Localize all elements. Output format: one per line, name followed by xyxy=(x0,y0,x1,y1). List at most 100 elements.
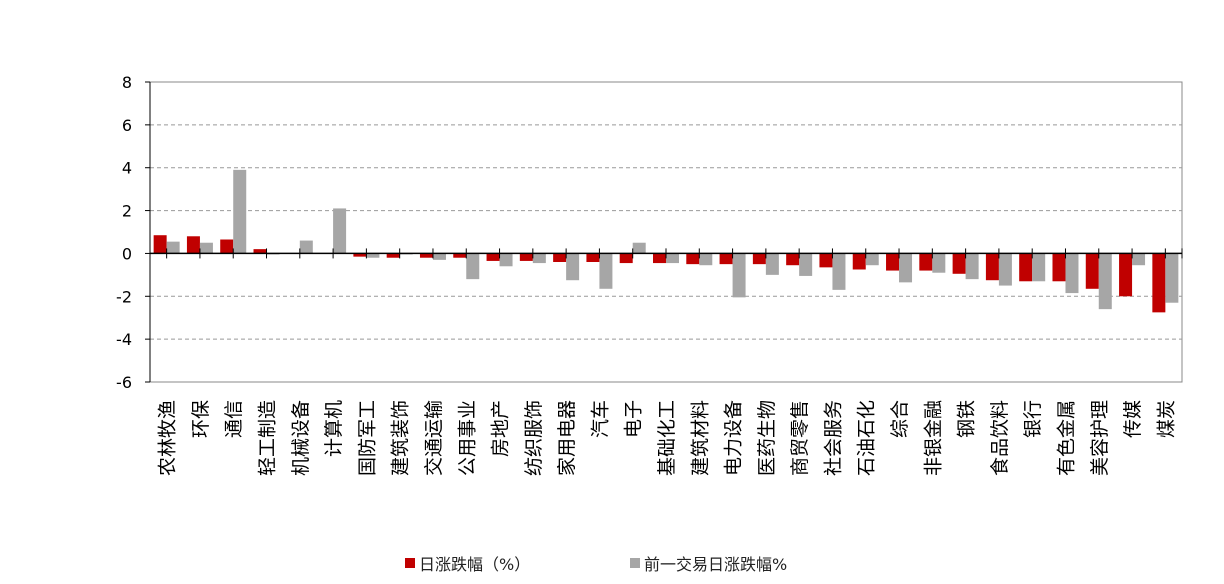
bar-previous xyxy=(366,253,380,258)
bar-previous xyxy=(233,169,247,254)
y-tick-label: -6 xyxy=(116,373,132,392)
plot-area xyxy=(149,81,1183,383)
x-tick-label: 社会服务 xyxy=(822,400,844,476)
x-tick-label: 石油石化 xyxy=(856,400,878,476)
x-tick-label: 综合 xyxy=(889,400,911,438)
x-tick-label: 环保 xyxy=(190,400,212,438)
bar-daily xyxy=(1019,253,1033,282)
x-tick-label: 有色金属 xyxy=(1055,400,1077,476)
x-tick-label: 煤炭 xyxy=(1155,400,1177,438)
bar-daily xyxy=(786,253,800,266)
bar-daily xyxy=(686,253,700,265)
y-tick-label: 6 xyxy=(122,116,132,135)
bar-previous xyxy=(199,242,213,254)
legend-label: 前一交易日涨跌幅% xyxy=(644,555,788,574)
bar-daily xyxy=(453,253,467,258)
x-tick-label: 汽车 xyxy=(589,400,611,438)
y-tick-label: -2 xyxy=(116,287,132,306)
bar-previous xyxy=(1132,253,1146,266)
x-tick-label: 家用电器 xyxy=(556,400,578,476)
y-tick-label: 8 xyxy=(122,73,132,92)
bar-previous xyxy=(865,253,879,266)
bar-previous xyxy=(466,253,480,280)
bar-previous xyxy=(1098,253,1112,310)
bar-daily xyxy=(1052,253,1066,282)
bar-daily xyxy=(886,253,900,271)
bar-daily xyxy=(619,253,633,264)
bar-previous xyxy=(299,240,313,254)
bar-previous xyxy=(632,242,646,254)
x-tick-label: 通信 xyxy=(223,400,245,438)
x-tick-label: 食品饮料 xyxy=(989,400,1011,476)
bar-daily xyxy=(553,253,567,262)
x-tick-label: 电子 xyxy=(623,400,645,438)
x-tick-label: 非银金融 xyxy=(922,400,944,476)
bar-daily xyxy=(153,235,167,254)
bar-daily xyxy=(586,253,600,262)
legend-swatch xyxy=(405,558,415,568)
x-tick-label: 医药生物 xyxy=(756,400,778,476)
bar-previous xyxy=(1165,253,1179,303)
x-tick-label: 轻工制造 xyxy=(257,400,279,476)
x-tick-label: 银行 xyxy=(1022,400,1044,438)
bar-daily xyxy=(186,236,200,254)
bar-previous xyxy=(666,253,679,264)
x-tick-label: 房地产 xyxy=(490,400,512,457)
legend-item-previous: 前一交易日涨跌幅% xyxy=(630,551,787,575)
legend-swatch xyxy=(630,558,640,568)
x-tick-label: 电力设备 xyxy=(723,400,745,476)
x-tick-label: 农林牧渔 xyxy=(157,400,179,476)
bar-previous xyxy=(998,253,1012,286)
bar-previous xyxy=(499,253,513,267)
bar-daily xyxy=(852,253,866,270)
x-tick-label: 纺织服饰 xyxy=(523,400,545,476)
x-tick-label: 公用事业 xyxy=(456,400,478,476)
bar-previous xyxy=(599,253,613,289)
bar-previous xyxy=(566,253,580,281)
bar-daily xyxy=(253,249,267,254)
bar-previous xyxy=(532,253,546,264)
bar-daily xyxy=(519,253,533,261)
bar-previous xyxy=(1065,253,1079,294)
x-tick-label: 传媒 xyxy=(1122,400,1144,438)
x-tick-label: 机械设备 xyxy=(290,400,312,476)
y-tick-label: 4 xyxy=(122,159,132,178)
bar-previous xyxy=(1032,253,1046,282)
bar-daily xyxy=(419,253,433,258)
bar-previous xyxy=(932,253,946,273)
x-tick-label: 基础化工 xyxy=(656,400,678,476)
x-tick-label: 美容护理 xyxy=(1089,400,1111,476)
bar-daily xyxy=(1085,253,1099,289)
legend-item-daily: 日涨跌幅（%） xyxy=(405,551,530,575)
bar-previous xyxy=(166,241,180,254)
bar-previous xyxy=(832,253,846,290)
bar-daily xyxy=(386,253,400,258)
bar-daily xyxy=(819,253,833,268)
bar-daily xyxy=(919,253,933,271)
legend-label: 日涨跌幅（%） xyxy=(419,555,531,574)
bar-daily xyxy=(719,253,733,265)
bar-daily xyxy=(752,253,766,265)
x-tick-label: 建筑材料 xyxy=(689,400,711,476)
x-tick-label: 钢铁 xyxy=(956,400,978,438)
x-tick-label: 计算机 xyxy=(323,400,345,457)
y-tick-label: 2 xyxy=(122,202,132,221)
bar-previous xyxy=(432,253,446,260)
bar-previous xyxy=(699,253,713,266)
y-tick-label: 0 xyxy=(122,244,132,263)
bar-previous xyxy=(333,208,347,254)
bar-previous xyxy=(732,253,746,298)
y-tick-label: -4 xyxy=(116,330,132,349)
bar-daily xyxy=(952,253,966,274)
x-tick-label: 建筑装饰 xyxy=(390,400,412,476)
bar-daily xyxy=(486,253,500,261)
bar-previous xyxy=(899,253,913,283)
bar-daily xyxy=(1119,253,1133,297)
x-tick-label: 国防军工 xyxy=(356,400,378,476)
bar-daily xyxy=(653,253,666,264)
x-tick-label: 交通运输 xyxy=(423,400,445,476)
x-tick-label: 商贸零售 xyxy=(789,400,811,476)
bar-previous xyxy=(965,253,979,280)
bar-previous xyxy=(799,253,813,276)
